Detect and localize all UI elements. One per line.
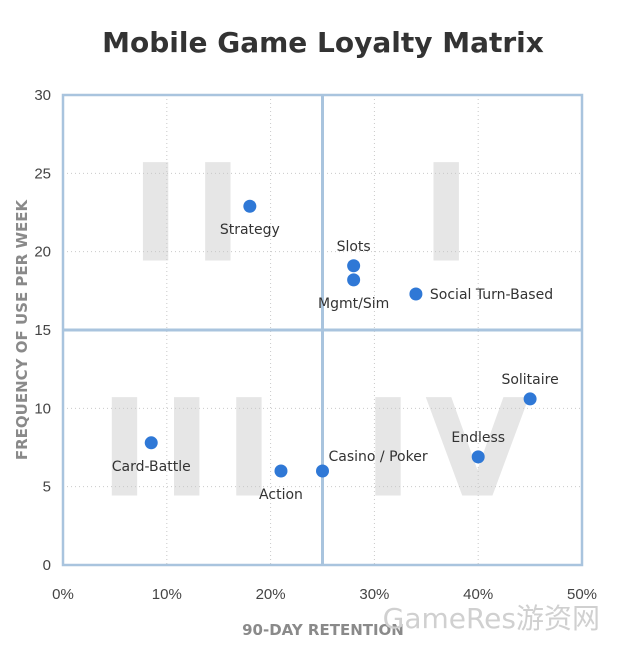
data-label: Action: [259, 487, 303, 503]
data-label: Casino / Poker: [329, 449, 428, 465]
y-tick-label: 30: [34, 87, 51, 104]
plot-frame: [61, 93, 584, 567]
x-axis-label: 90-DAY RETENTION: [242, 621, 404, 639]
data-point: [347, 259, 361, 273]
y-tick-label: 5: [43, 479, 51, 496]
x-tick-label: 30%: [359, 586, 389, 603]
y-tick-label: 20: [34, 244, 51, 261]
y-tick-label: 10: [34, 400, 51, 417]
data-point: [144, 436, 158, 450]
data-points: Strategy Slots Mgmt/Sim Social Turn-Based So…: [112, 199, 559, 503]
x-tick-label: 40%: [463, 586, 493, 603]
data-point: [523, 392, 537, 406]
quadrant-label-ii: II: [131, 136, 255, 293]
data-label: Slots: [337, 239, 371, 255]
chart-title: Mobile Game Loyalty Matrix: [102, 26, 544, 59]
tick-labels: 0% 10% 20% 30% 40% 50% 0 5 10 15 20 25 30: [34, 87, 597, 603]
data-label: Social Turn-Based: [430, 287, 553, 303]
grid-lines: [63, 95, 582, 565]
data-point: [409, 287, 423, 301]
data-label: Solitaire: [501, 372, 558, 388]
x-tick-label: 0%: [52, 586, 74, 603]
data-point: [274, 464, 288, 478]
x-tick-label: 50%: [567, 586, 597, 603]
y-tick-label: 25: [34, 165, 51, 182]
data-label: Card-Battle: [112, 459, 191, 475]
data-label: Mgmt/Sim: [318, 296, 389, 312]
data-label: Strategy: [220, 222, 280, 238]
data-label: Endless: [451, 430, 505, 446]
quadrant-label-iv: IV: [363, 371, 542, 528]
x-tick-label: 10%: [152, 586, 182, 603]
data-point: [243, 199, 257, 213]
y-tick-label: 15: [34, 322, 51, 339]
quadrant-label-i: I: [421, 136, 483, 293]
quadrant-label-iii: III: [99, 371, 286, 528]
y-tick-label: 0: [43, 557, 51, 574]
watermark-logo: GameRes游资网: [383, 602, 600, 635]
data-point: [347, 273, 361, 287]
data-point: [316, 464, 329, 478]
x-tick-label: 20%: [256, 586, 286, 603]
data-point: [471, 450, 485, 464]
y-axis-label: FREQUENCY OF USE PER WEEK: [13, 199, 31, 461]
